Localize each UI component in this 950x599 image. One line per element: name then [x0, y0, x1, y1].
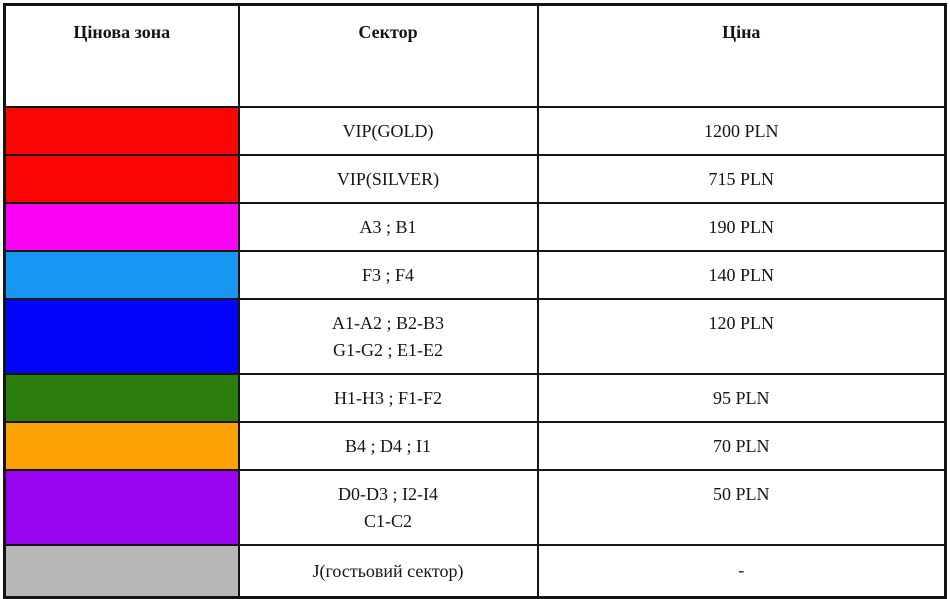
sector-label: G1-G2 ; E1-E2	[333, 339, 443, 360]
price-cell: 715 PLN	[536, 154, 947, 204]
zone-color-swatch	[3, 421, 240, 471]
sector-cell: B4 ; D4 ; I1	[237, 421, 539, 471]
table-row: B4 ; D4 ; I1 70 PLN	[3, 421, 947, 471]
sector-cell: A3 ; B1	[237, 202, 539, 252]
sector-cell: H1-H3 ; F1-F2	[237, 373, 539, 423]
sector-label: A3 ; B1	[359, 216, 417, 237]
sector-label: A1-A2 ; B2-B3	[332, 313, 444, 334]
sector-cell: J(гостьовий сектор)	[237, 544, 539, 598]
sector-cell: F3 ; F4	[237, 250, 539, 300]
sector-cell: VIP(SILVER)	[237, 154, 539, 204]
sector-cell: VIP(GOLD)	[237, 106, 539, 156]
zone-color-swatch	[3, 373, 240, 423]
zone-color-swatch	[3, 106, 240, 156]
table-row: A3 ; B1 190 PLN	[3, 202, 947, 252]
price-cell: 95 PLN	[536, 373, 947, 423]
zone-color-swatch	[3, 154, 240, 204]
sector-label: C1-C2	[363, 510, 412, 531]
sector-cell: D0-D3 ; I2-I4 C1-C2	[237, 469, 539, 546]
table-header-row: Цінова зона Сектор Ціна	[3, 3, 947, 108]
header-price-zone: Цінова зона	[3, 3, 240, 108]
zone-color-swatch	[3, 469, 240, 546]
table-row: VIP(GOLD) 1200 PLN	[3, 106, 947, 156]
sector-label: J(гостьовий сектор)	[312, 560, 464, 581]
sector-label: VIP(SILVER)	[336, 168, 440, 189]
sector-label: B4 ; D4 ; I1	[344, 435, 431, 456]
price-cell: 190 PLN	[536, 202, 947, 252]
header-sector: Сектор	[237, 3, 539, 108]
price-cell: 70 PLN	[536, 421, 947, 471]
table-row: H1-H3 ; F1-F2 95 PLN	[3, 373, 947, 423]
price-cell: 50 PLN	[536, 469, 947, 546]
ticket-price-table: Цінова зона Сектор Ціна VIP(GOLD) 1200 P…	[3, 3, 947, 599]
zone-color-swatch	[3, 544, 240, 598]
table-row: VIP(SILVER) 715 PLN	[3, 154, 947, 204]
price-cell: 1200 PLN	[536, 106, 947, 156]
zone-color-swatch	[3, 250, 240, 300]
price-cell: 120 PLN	[536, 298, 947, 375]
header-price: Ціна	[536, 3, 947, 108]
sector-label: D0-D3 ; I2-I4	[338, 484, 438, 505]
table-row: J(гостьовий сектор) -	[3, 544, 947, 598]
table-row: D0-D3 ; I2-I4 C1-C2 50 PLN	[3, 469, 947, 546]
table-row: A1-A2 ; B2-B3 G1-G2 ; E1-E2 120 PLN	[3, 298, 947, 375]
zone-color-swatch	[3, 202, 240, 252]
zone-color-swatch	[3, 298, 240, 375]
table-row: F3 ; F4 140 PLN	[3, 250, 947, 300]
sector-label: H1-H3 ; F1-F2	[333, 387, 442, 408]
sector-label: F3 ; F4	[361, 264, 415, 285]
sector-label: VIP(GOLD)	[342, 120, 434, 141]
price-cell: 140 PLN	[536, 250, 947, 300]
sector-cell: A1-A2 ; B2-B3 G1-G2 ; E1-E2	[237, 298, 539, 375]
price-cell: -	[536, 544, 947, 598]
